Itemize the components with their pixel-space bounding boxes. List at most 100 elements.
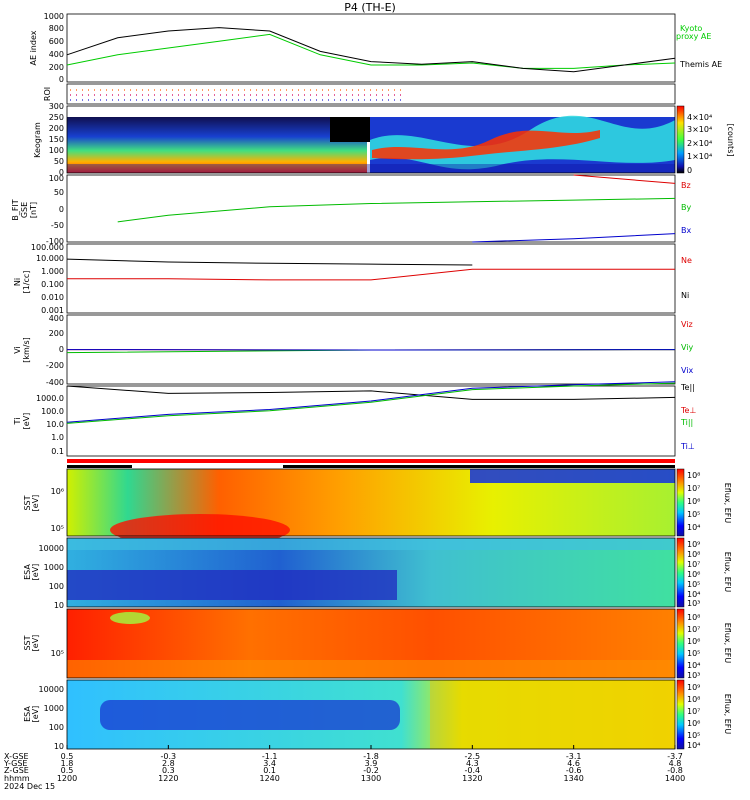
keogram-tick: 200 [49, 124, 64, 133]
temp-tick: 10.0 [46, 420, 64, 429]
themis-ae-line [66, 27, 676, 73]
velocity-tick: 0 [59, 345, 64, 354]
ae-legend-kyoto: Kyoto [680, 24, 702, 33]
panel-keogram: Keogram 300 250 200 150 100 50 0 4×10⁴ 3… [33, 102, 735, 177]
esa-e-tick: 100 [49, 582, 64, 591]
sst-i-cbar-tick: 10⁶ [687, 637, 700, 646]
keogram-cbar-tick: 1×10⁴ [687, 152, 712, 161]
footer-value: -1.8 [363, 752, 379, 761]
esa-e-top [67, 538, 675, 550]
keogram-arc-red [372, 130, 600, 160]
footer-value: 0.3 [162, 766, 175, 775]
bz-line [573, 174, 676, 184]
esa-i-cbar-tick: 10⁹ [687, 683, 700, 692]
esa-e-tick: 10000 [39, 544, 64, 553]
sst-i-cbar-tick: 10⁴ [687, 661, 700, 670]
esa-i-cbar-label: Eflux, EFU [723, 694, 732, 735]
ae-tick: 600 [49, 37, 64, 46]
ae-tick: 200 [49, 63, 64, 72]
footer-value: -0.8 [667, 766, 683, 775]
velocity-frame [66, 314, 676, 385]
esa-e-cbar-tick: 10⁹ [687, 540, 700, 549]
density-legend-ni: Ni [681, 291, 689, 300]
density-ylabel-2: [1/cc] [22, 271, 31, 294]
sst-e-tick: 10⁶ [51, 487, 64, 496]
panel-temperature: Ti [eV] 1000.0 100.0 10.0 1.0 0.1 Te|| T… [13, 381, 696, 457]
bfield-legend-by: By [681, 203, 691, 212]
esa-i-cbar-tick: 10⁴ [687, 741, 700, 750]
density-tick: 0.010 [41, 293, 64, 302]
esa-e-ylabel-2: [eV] [31, 564, 40, 581]
esa-e-frame [66, 537, 676, 608]
sst-e-frame [66, 468, 676, 537]
footer-value: 2.8 [162, 759, 175, 768]
temp-ylabel-1: Ti [13, 418, 22, 426]
esa-i-cbar-tick: 10⁵ [687, 731, 700, 740]
velocity-legend-vix: Vix [681, 366, 694, 375]
esa-i-cbar-tick: 10⁸ [687, 695, 700, 704]
footer-value: 0.1 [263, 766, 276, 775]
keogram-tick: 300 [49, 102, 64, 111]
keogram-cbar-label: [counts] [726, 124, 735, 157]
ae-tick: 0 [59, 75, 64, 84]
temp-frame [66, 385, 676, 457]
sst-i-spot [110, 612, 150, 624]
footer-value: -0.3 [161, 752, 177, 761]
sst-e-ylabel-1: SST [23, 495, 32, 510]
keogram-band [67, 164, 675, 173]
esa-i-ylabel-2: [eV] [31, 706, 40, 723]
sst-e-tick: 10⁵ [51, 524, 64, 533]
velocity-legend-viy: Viy [681, 343, 694, 352]
velocity-tick: 200 [49, 329, 64, 338]
ae-legend-proxy: proxy AE [676, 32, 711, 41]
footer-value: 1200 [57, 774, 77, 783]
sst-i-frame [66, 608, 676, 679]
by-line [117, 197, 676, 223]
sst-i-colorbar [676, 608, 685, 679]
panel-roi: ROI [43, 83, 676, 105]
sst-e-colorbar [676, 468, 685, 537]
roi-frame [66, 83, 676, 105]
sst-e-cbar-tick: 10⁵ [687, 510, 700, 519]
footer-value: -0.6 [566, 766, 582, 775]
ae-tick: 400 [49, 50, 64, 59]
bfield-frame [66, 174, 676, 243]
esa-e-cbar-tick: 10³ [687, 599, 700, 608]
footer-row-label: X-GSE [4, 752, 29, 761]
ae-tick: 1000 [44, 12, 64, 21]
keogram-image-a [67, 117, 367, 173]
esa-i-cbar-tick: 10⁶ [687, 719, 700, 728]
bfield-legend-bx: Bx [681, 226, 691, 235]
esa-i-colorbar [676, 679, 685, 750]
bx-line [472, 233, 676, 243]
footer-value: -2.5 [465, 752, 481, 761]
sst-i-ylabel-1: SST [23, 635, 32, 650]
keogram-cbar-tick: 4×10⁴ [687, 113, 712, 122]
ti-par-line [66, 382, 676, 424]
bfield-ylabel-1: B_FIT [11, 199, 20, 220]
velocity-tick: -200 [46, 361, 64, 370]
esa-i-ylabel-1: ESA [23, 706, 32, 722]
mode-bar-red [67, 459, 675, 463]
esa-e-tick: 1000 [44, 563, 64, 572]
bfield-legend-bz: Bz [681, 181, 691, 190]
panel-bfield: B_FIT GSE [nT] 100 50 0 -50 -100 Bz By B… [11, 174, 691, 246]
ti-perp-line [66, 381, 676, 423]
keogram-cbar-tick: 3×10⁴ [687, 125, 712, 134]
bfield-tick: -100 [46, 237, 64, 246]
bfield-tick: 0 [59, 205, 64, 214]
plot-title: P4 (TH-E) [344, 1, 396, 14]
footer-value: 3.9 [365, 759, 378, 768]
temp-tick: 1000.0 [36, 394, 64, 403]
esa-i-cbar-tick: 10⁷ [687, 707, 700, 716]
velocity-tick: 400 [49, 314, 64, 323]
velocity-legend-viz: Viz [681, 320, 693, 329]
esa-e-band [67, 570, 397, 600]
sst-e-gap [470, 469, 675, 483]
esa-i-tick: 100 [49, 723, 64, 732]
mode-bar-black-a [67, 465, 132, 468]
footer-value: 1.8 [61, 759, 74, 768]
keogram-cbar-tick: 2×10⁴ [687, 139, 712, 148]
